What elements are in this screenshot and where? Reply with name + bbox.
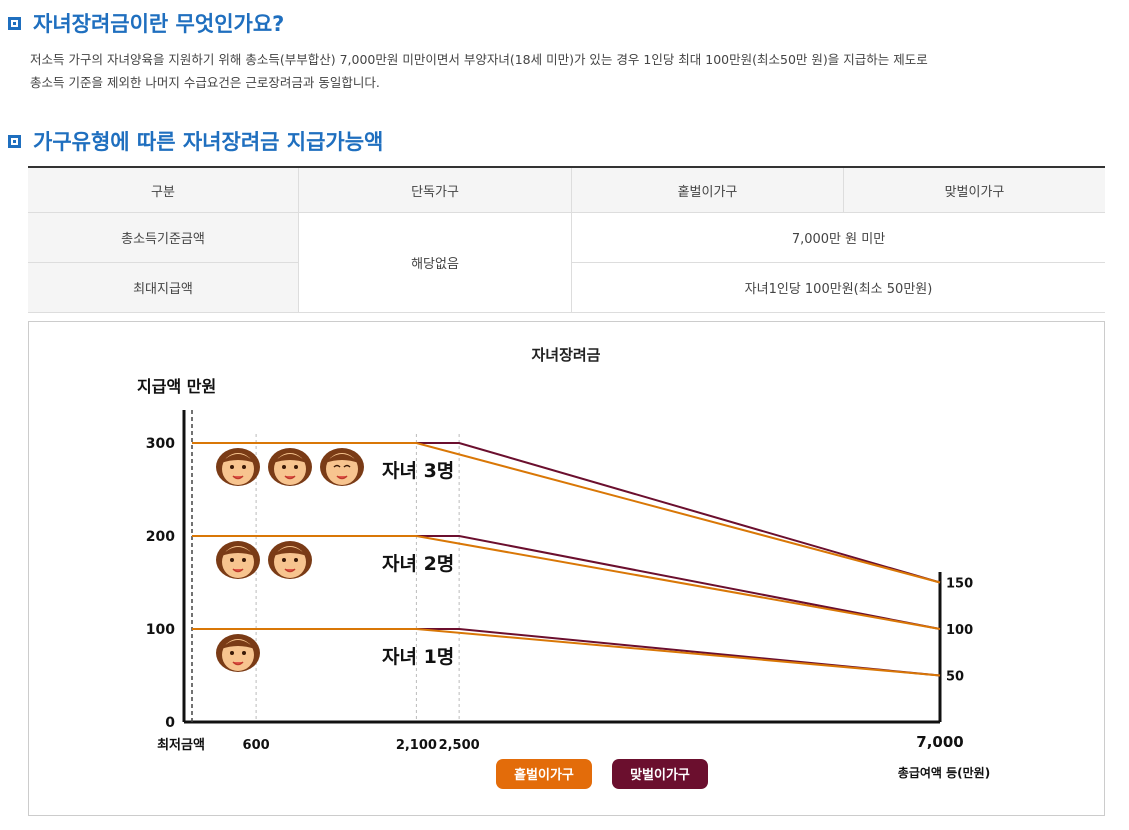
face-mouth xyxy=(232,475,244,480)
x-tick-label: 7,000 xyxy=(916,733,963,751)
face-eye-left xyxy=(282,465,286,469)
child-face-icon xyxy=(268,541,312,579)
legend-swatch xyxy=(612,759,708,789)
intro-paragraph: 저소득 가구의 자녀양육을 지원하기 위해 총소득(부부합산) 7,000만원 … xyxy=(30,48,1110,94)
table-header-row: 구분 단독가구 홑벌이가구 맞벌이가구 xyxy=(28,166,1105,213)
chart-title: 자녀장려금 xyxy=(531,346,600,364)
face-bangs xyxy=(273,454,307,463)
child-incentive-chart: 자녀장려금 지급액 만원 최저금액 총급여액 등(만원) 600 2,100 2,5… xyxy=(137,346,990,789)
series-line xyxy=(256,628,941,677)
face-mouth xyxy=(232,568,244,573)
income-standard-value: 7,000만 원 미만 xyxy=(571,212,1105,263)
face-eye-left xyxy=(230,558,234,562)
face-bangs xyxy=(221,454,255,463)
band-label: 자녀 2명 xyxy=(382,553,454,575)
series-line xyxy=(192,442,941,584)
y-tick-label: 0 xyxy=(165,715,175,731)
face-eye-left xyxy=(230,651,234,655)
face-mouth xyxy=(284,568,296,573)
right-value-label: 150 xyxy=(946,577,973,592)
chart-box: 자녀장려금 지급액 만원 최저금액 총급여액 등(만원) 600 2,100 2,5… xyxy=(28,321,1105,816)
table-header-category: 구분 xyxy=(28,166,299,213)
x-tick-label: 600 xyxy=(243,738,270,753)
child-face-icon xyxy=(216,634,260,672)
face-eye-right xyxy=(294,465,298,469)
face-bangs xyxy=(221,547,255,556)
bullet-square-icon xyxy=(8,134,21,148)
face-mouth xyxy=(336,475,348,480)
face-eye-right xyxy=(294,558,298,562)
bullet-square-icon xyxy=(8,16,21,30)
legend-label: 맞벌이가구 xyxy=(630,767,690,783)
section-title-amount-text: 가구유형에 따른 자녀장려금 지급가능액 xyxy=(33,130,384,154)
face-bangs xyxy=(325,454,359,463)
table-header-single: 단독가구 xyxy=(298,166,572,213)
row-label-max-payment: 최대지급액 xyxy=(28,262,299,313)
y-tick-label: 200 xyxy=(146,529,175,545)
face-mouth xyxy=(232,661,244,666)
single-not-applicable: 해당없음 xyxy=(298,212,572,313)
table-row: 최대지급액 자녀1인당 100만원(최소 50만원) xyxy=(28,262,1105,313)
face-bangs xyxy=(221,640,255,649)
legend-swatch xyxy=(496,759,592,789)
section-title-amount: 가구유형에 따른 자녀장려금 지급가능액 xyxy=(8,126,383,156)
face-eye-left xyxy=(230,465,234,469)
band-label: 자녀 1명 xyxy=(382,646,454,668)
face-eyes xyxy=(333,464,351,468)
face-mouth xyxy=(284,475,296,480)
y-tick-label: 100 xyxy=(146,622,175,638)
intro-line-2: 총소득 기준을 제외한 나머지 수급요건은 근로장려금과 동일합니다. xyxy=(30,75,380,90)
face-eye-left xyxy=(282,558,286,562)
child-face-icon xyxy=(268,448,312,486)
series-line xyxy=(192,535,941,630)
face-bangs xyxy=(273,547,307,556)
right-value-label: 100 xyxy=(946,623,973,638)
max-payment-value: 자녀1인당 100만원(최소 50만원) xyxy=(571,262,1105,313)
child-face-icon xyxy=(320,448,364,486)
series-line xyxy=(192,628,941,677)
face-skin xyxy=(222,639,254,671)
face-skin xyxy=(222,546,254,578)
child-face-icon xyxy=(216,448,260,486)
section-title-what: 자녀장려금이란 무엇인가요? xyxy=(8,8,284,38)
x-tick-label: 2,100 xyxy=(396,738,437,753)
y-axis-label: 지급액 만원 xyxy=(137,377,216,396)
right-value-label: 50 xyxy=(946,670,964,685)
face-skin xyxy=(274,453,306,485)
face-eye-right xyxy=(242,558,246,562)
table-header-dual-earner: 맞벌이가구 xyxy=(843,166,1105,213)
eligibility-table: 구분 단독가구 홑벌이가구 맞벌이가구 총소득기준금액 해당없음 7,000만 … xyxy=(28,166,1105,313)
x-axis-label: 총급여액 등(만원) xyxy=(898,765,990,780)
face-skin xyxy=(274,546,306,578)
table-header-one-earner: 홑벌이가구 xyxy=(571,166,844,213)
intro-line-1: 저소득 가구의 자녀양육을 지원하기 위해 총소득(부부합산) 7,000만원 … xyxy=(30,52,928,67)
y-tick-label: 300 xyxy=(146,436,175,452)
face-eye-right xyxy=(242,465,246,469)
x-tick-label: 2,500 xyxy=(439,738,480,753)
x-axis-min-label: 최저금액 xyxy=(157,738,205,753)
row-label-income-standard: 총소득기준금액 xyxy=(28,212,299,263)
face-eye-right xyxy=(242,651,246,655)
section-title-what-text: 자녀장려금이란 무엇인가요? xyxy=(33,12,285,36)
series-line xyxy=(256,535,941,630)
child-face-icon xyxy=(216,541,260,579)
band-label: 자녀 3명 xyxy=(382,460,454,482)
table-row: 총소득기준금액 해당없음 7,000만 원 미만 xyxy=(28,212,1105,313)
face-skin xyxy=(222,453,254,485)
face-skin xyxy=(326,453,358,485)
legend-label: 홑벌이가구 xyxy=(514,767,574,783)
